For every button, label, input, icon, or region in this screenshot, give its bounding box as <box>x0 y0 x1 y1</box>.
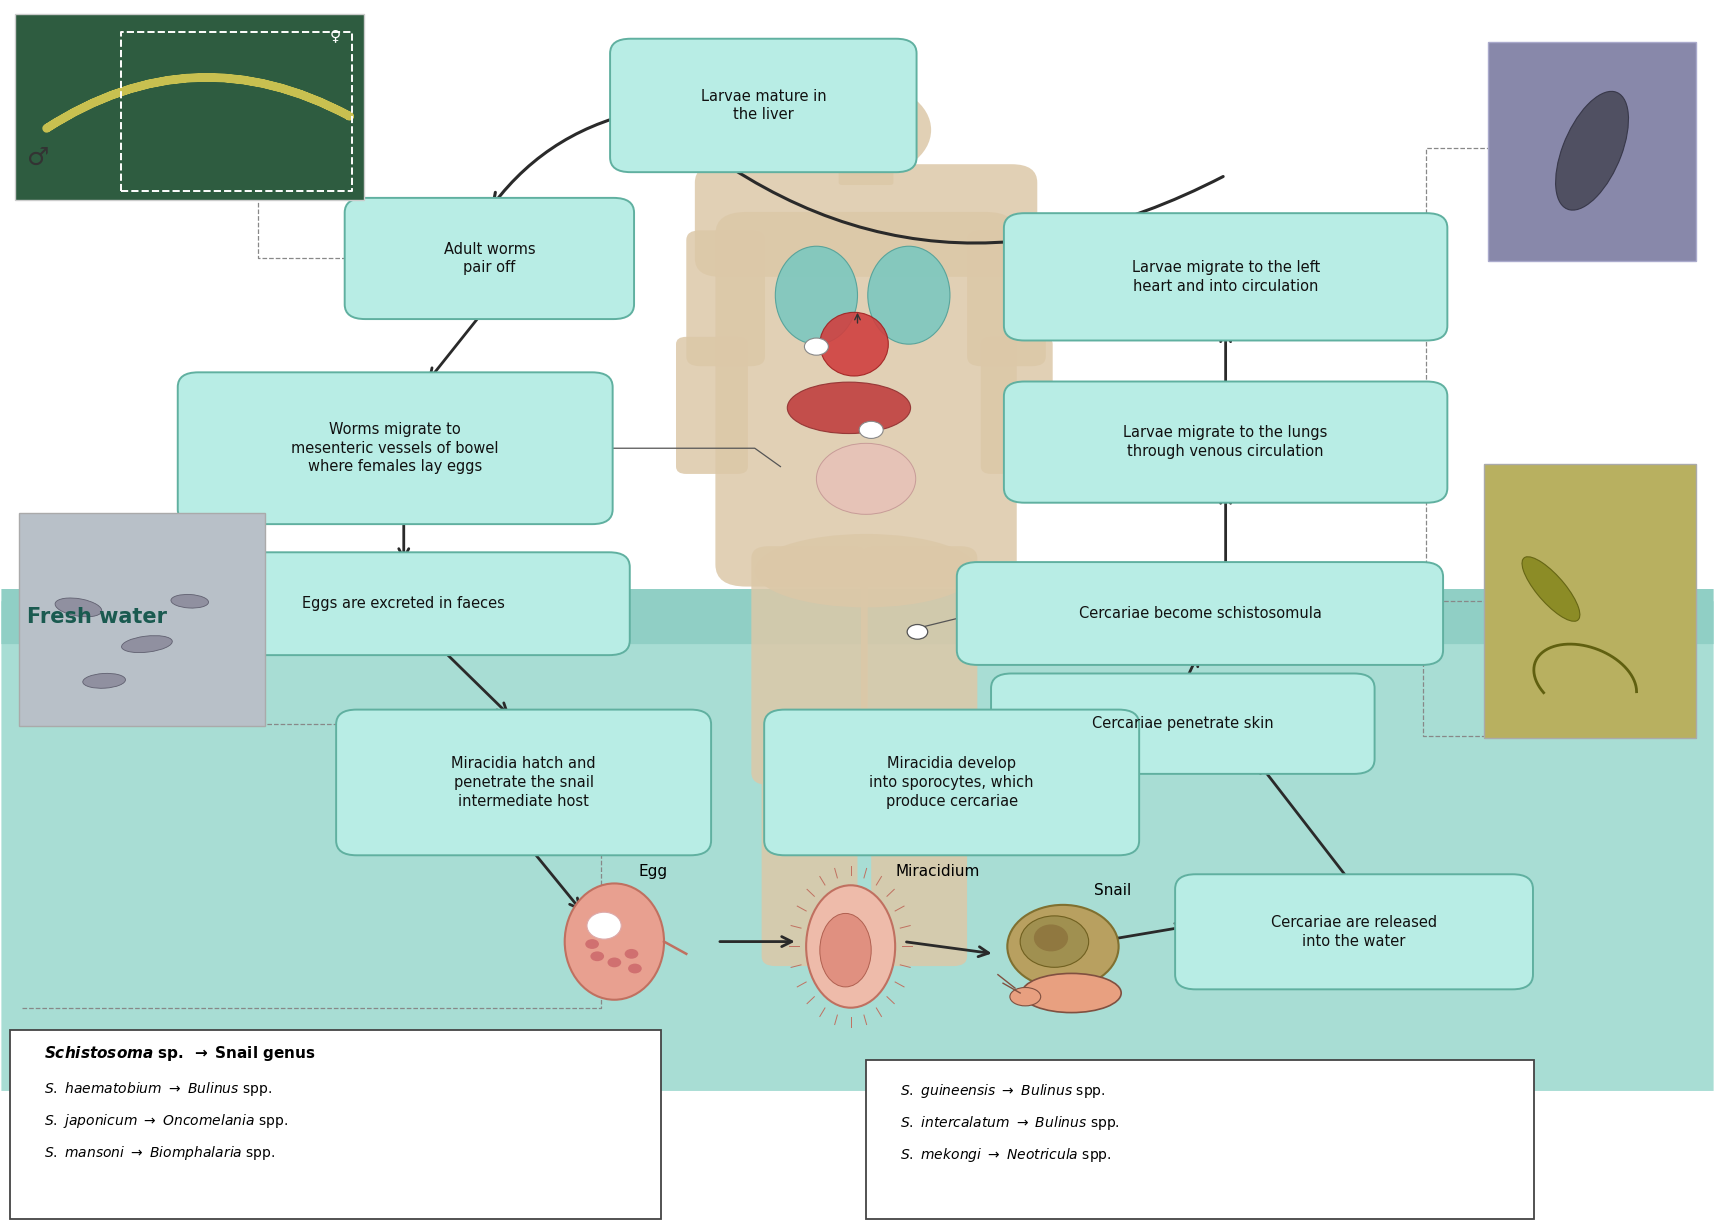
Circle shape <box>607 957 620 967</box>
Ellipse shape <box>55 598 101 617</box>
Text: Cercariae penetrate skin: Cercariae penetrate skin <box>1092 717 1274 731</box>
Circle shape <box>907 625 927 639</box>
Text: $\it{S.\ mansoni}$ $\rightarrow$ $\it{Biomphalaria}$ spp.: $\it{S.\ mansoni}$ $\rightarrow$ $\it{Bi… <box>45 1144 276 1162</box>
Ellipse shape <box>122 636 171 653</box>
FancyBboxPatch shape <box>610 39 915 172</box>
FancyBboxPatch shape <box>10 1029 660 1220</box>
Circle shape <box>859 421 883 438</box>
Text: Snail: Snail <box>1094 882 1130 897</box>
Text: Fresh water: Fresh water <box>27 607 166 627</box>
Text: $\it{S.\ mekongi}$ $\rightarrow$ $\it{Neotricula}$ spp.: $\it{S.\ mekongi}$ $\rightarrow$ $\it{Ne… <box>900 1146 1111 1164</box>
FancyBboxPatch shape <box>1486 42 1695 261</box>
FancyBboxPatch shape <box>178 372 612 524</box>
FancyBboxPatch shape <box>838 131 893 185</box>
FancyBboxPatch shape <box>715 212 1016 587</box>
FancyBboxPatch shape <box>694 164 1037 277</box>
Circle shape <box>804 339 828 355</box>
FancyBboxPatch shape <box>860 546 977 785</box>
Text: Cercariae become schistosomula: Cercariae become schistosomula <box>1078 606 1320 621</box>
Ellipse shape <box>82 674 125 688</box>
Text: $\it{S.\ guineensis}$ $\rightarrow$ $\it{Bulinus}$ spp.: $\it{S.\ guineensis}$ $\rightarrow$ $\it… <box>900 1082 1106 1101</box>
Ellipse shape <box>1555 91 1628 210</box>
Ellipse shape <box>867 247 950 344</box>
FancyBboxPatch shape <box>980 337 1052 474</box>
Ellipse shape <box>816 443 915 514</box>
FancyBboxPatch shape <box>761 751 857 966</box>
Ellipse shape <box>806 885 895 1007</box>
Ellipse shape <box>1020 915 1088 967</box>
Ellipse shape <box>1006 904 1118 988</box>
Text: ♂: ♂ <box>27 146 50 171</box>
Text: Larvae migrate to the left
heart and into circulation: Larvae migrate to the left heart and int… <box>1131 260 1320 293</box>
FancyBboxPatch shape <box>1483 464 1695 739</box>
FancyBboxPatch shape <box>1003 213 1447 341</box>
FancyBboxPatch shape <box>1174 875 1532 989</box>
Text: Cercariae are released
into the water: Cercariae are released into the water <box>1270 915 1436 948</box>
FancyBboxPatch shape <box>2 601 1712 1091</box>
FancyBboxPatch shape <box>178 552 629 655</box>
FancyBboxPatch shape <box>991 674 1375 774</box>
Text: Larvae migrate to the lungs
through venous circulation: Larvae migrate to the lungs through veno… <box>1123 426 1327 459</box>
Text: $\it{S.\ intercalatum}$ $\rightarrow$ $\it{Bulinus}$ spp.: $\it{S.\ intercalatum}$ $\rightarrow$ $\… <box>900 1114 1119 1133</box>
FancyBboxPatch shape <box>2 589 1712 644</box>
Ellipse shape <box>775 247 857 344</box>
Text: $\it{S.\ haematobium}$ $\rightarrow$ $\it{Bulinus}$ spp.: $\it{S.\ haematobium}$ $\rightarrow$ $\i… <box>45 1080 273 1098</box>
FancyBboxPatch shape <box>866 1060 1532 1220</box>
FancyBboxPatch shape <box>967 231 1046 366</box>
Circle shape <box>584 939 598 948</box>
FancyBboxPatch shape <box>15 13 363 200</box>
Ellipse shape <box>564 883 663 1000</box>
Text: Worms migrate to
mesenteric vessels of bowel
where females lay eggs: Worms migrate to mesenteric vessels of b… <box>291 422 499 475</box>
Text: Miracidium: Miracidium <box>895 864 979 880</box>
Text: $\bfit{Schistosoma}$ $\mathbf{sp.}$ $\mathbf{\rightarrow}$ $\mathbf{Snail\ genus: $\bfit{Schistosoma}$ $\mathbf{sp.}$ $\ma… <box>45 1044 315 1064</box>
Ellipse shape <box>787 382 910 433</box>
FancyBboxPatch shape <box>336 709 711 855</box>
Ellipse shape <box>1034 924 1068 951</box>
Text: ♀: ♀ <box>329 28 341 43</box>
Text: Egg: Egg <box>638 864 667 880</box>
FancyBboxPatch shape <box>19 513 266 726</box>
FancyBboxPatch shape <box>345 198 634 319</box>
Circle shape <box>624 948 638 958</box>
Ellipse shape <box>819 313 888 375</box>
Text: $\it{S.\ japonicum}$ $\rightarrow$ $\it{Oncomelania}$ spp.: $\it{S.\ japonicum}$ $\rightarrow$ $\it{… <box>45 1112 288 1130</box>
FancyBboxPatch shape <box>764 709 1138 855</box>
FancyBboxPatch shape <box>675 337 747 474</box>
Ellipse shape <box>754 534 977 607</box>
FancyArrowPatch shape <box>46 77 350 129</box>
Text: Adult worms
pair off: Adult worms pair off <box>444 242 535 275</box>
Ellipse shape <box>1010 988 1040 1006</box>
Circle shape <box>627 963 641 973</box>
Text: Miracidia develop
into sporocytes, which
produce cercariae: Miracidia develop into sporocytes, which… <box>869 756 1034 809</box>
Ellipse shape <box>1022 973 1121 1012</box>
FancyBboxPatch shape <box>871 751 967 966</box>
FancyBboxPatch shape <box>956 562 1441 665</box>
Circle shape <box>800 83 931 177</box>
Text: Eggs are excreted in faeces: Eggs are excreted in faeces <box>302 596 506 611</box>
Text: Miracidia hatch and
penetrate the snail
intermediate host: Miracidia hatch and penetrate the snail … <box>451 756 595 809</box>
Ellipse shape <box>586 912 620 939</box>
FancyBboxPatch shape <box>1003 382 1447 503</box>
FancyBboxPatch shape <box>751 546 867 785</box>
Ellipse shape <box>171 594 209 609</box>
FancyBboxPatch shape <box>686 231 764 366</box>
Text: Larvae mature in
the liver: Larvae mature in the liver <box>699 88 826 123</box>
Circle shape <box>590 951 603 961</box>
Ellipse shape <box>819 913 871 987</box>
Ellipse shape <box>1520 557 1579 621</box>
